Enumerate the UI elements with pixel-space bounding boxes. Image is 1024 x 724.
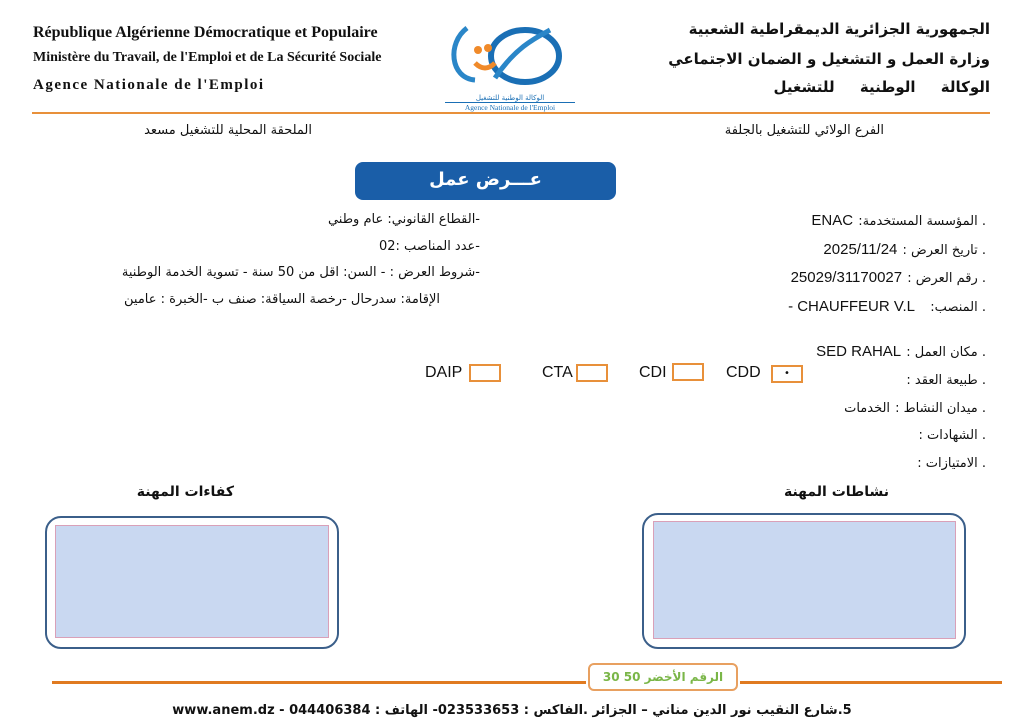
checkbox-cdd[interactable]: • [771,365,803,383]
activities-box [642,513,966,649]
label-cta: CTA [542,364,573,381]
fields-right: . المؤسسة المستخدمة: ENAC . تاريخ العرض … [788,207,986,321]
section-activities-title: نشاطات المهنة [783,484,889,500]
header-ar-line1: الجمهورية الجزائرية الديمقراطية الشعبية [688,20,990,38]
header-divider [32,112,990,114]
field-residence: الإقامة: سدرحال -رخصة السياقة: صنف ب -ال… [124,291,440,307]
header-ar-line3: الوكالة الوطنية للتشغيل [773,78,990,96]
header-ar-line2: وزارة العمل و التشغيل و الضمان الاجتماعي [668,50,990,68]
field-offer-number: . رقم العرض : 25029/31170027 [790,269,986,286]
label-cdd: CDD [726,364,761,381]
field-workplace: . مكان العمل : SED RAHAL [816,343,986,360]
field-diplomas: . الشهادات : [918,428,986,444]
skills-content-area[interactable] [55,525,329,638]
field-contract-type: . طبيعة العقد : [906,372,986,388]
fields-left: -القطاع القانوني: عام وطني -عدد المناصب … [122,207,480,313]
label-cdi: CDI [639,364,667,381]
footer-line-left [52,681,586,684]
footer-address: 5.شارع النقيب نور الدين مناني – الجزائر … [172,703,852,718]
page-title: عـــرض عمل [355,162,616,200]
checkbox-daip[interactable] [469,364,501,382]
skills-box [45,516,339,649]
field-benefits: . الامتيازات : [917,456,986,472]
label-daip: DAIP [425,364,463,381]
field-employer: . المؤسسة المستخدمة: ENAC [811,212,986,229]
footer-line-right [740,681,1002,684]
field-position: . المنصب: - CHAUFFEUR V.L [788,297,986,315]
field-conditions: -شروط العرض : - السن: اقل من 50 سنة - تس… [121,265,480,280]
anem-logo: الوكالة الوطنية للتشغيل Agence Nationale… [445,18,575,112]
field-positions-count: -عدد المناصب :02 [378,238,480,254]
checkbox-cdi[interactable] [672,363,704,381]
field-activity: . ميدان النشاط : الخدمات [844,400,986,416]
activities-content-area[interactable] [653,521,956,639]
branch-right: الفرع الولائي للتشغيل بالجلفة [724,123,884,138]
header-fr-line3: Agence Nationale de l'Emploi [33,77,265,93]
checkbox-cta[interactable] [576,364,608,382]
field-offer-date: . تاريخ العرض : 2025/11/24 [823,240,986,258]
header-fr-line1: République Algérienne Démocratique et Po… [33,24,378,41]
green-number-badge: الرقم الأخضر 50 30 [588,663,738,691]
branch-left: الملحقة المحلية للتشغيل مسعد [144,123,312,138]
section-skills-title: كفاءات المهنة [136,484,234,500]
field-legal-sector: -القطاع القانوني: عام وطني [327,212,480,227]
fields-lower: . مكان العمل : SED RAHAL . طبيعة العقد :… [816,338,986,477]
header-fr-line2: Ministère du Travail, de l'Emploi et de … [33,50,382,65]
logo-icon [451,26,562,85]
